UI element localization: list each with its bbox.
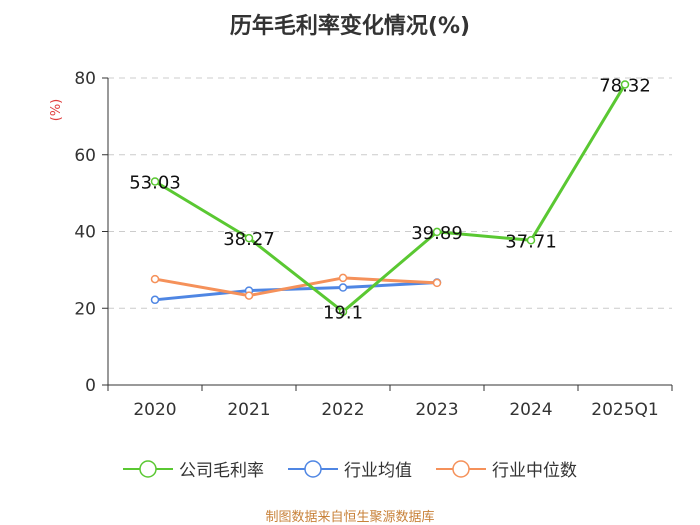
data-point	[432, 227, 442, 237]
legend-label: 公司毛利率	[179, 461, 264, 481]
data-point	[338, 307, 348, 316]
y-tick-label: 60	[74, 146, 96, 166]
legend-marker-icon	[436, 459, 486, 478]
data-label: 19.1	[323, 303, 363, 324]
data-label: 53.03	[129, 172, 181, 193]
data-point	[150, 274, 160, 284]
x-tick-label: 2020	[133, 400, 176, 420]
data-label: 37.71	[505, 231, 557, 252]
series-line-0	[154, 83, 627, 314]
data-point	[244, 291, 254, 300]
data-point	[620, 80, 630, 89]
data-point	[432, 278, 442, 288]
x-tick-label: 2023	[415, 400, 458, 420]
x-tick-label: 2022	[321, 400, 364, 420]
legend-item[interactable]: 行业中位数	[436, 456, 577, 481]
data-label: 39.89	[411, 223, 463, 244]
y-axis-label: (%)	[49, 99, 64, 122]
legend-item[interactable]: 公司毛利率	[123, 456, 264, 481]
y-tick-label: 40	[74, 223, 96, 243]
x-tick-label: 2025Q1	[591, 400, 658, 420]
data-labels: 53.03 38.27 19.1 39.89 37.71 78.32	[129, 75, 651, 323]
legend: 公司毛利率 行业均值 行业中位数	[0, 456, 700, 481]
axes: 0 20 40 60 80 2020 2021 2022 2023 2024 2025Q1	[74, 69, 673, 420]
legend-marker-icon	[288, 459, 338, 478]
legend-label: 行业均值	[344, 461, 412, 481]
series-line-2	[154, 276, 438, 298]
data-point	[526, 236, 536, 245]
x-tick-label: 2024	[509, 400, 552, 420]
y-tick-label: 0	[85, 376, 96, 396]
data-point	[338, 283, 348, 292]
legend-label: 行业中位数	[492, 461, 577, 481]
legend-item[interactable]: 行业均值	[288, 456, 412, 481]
chart-title: 历年毛利率变化情况(%)	[229, 14, 471, 39]
source-note: 制图数据来自恒生聚源数据库	[265, 510, 435, 525]
legend-marker-icon	[123, 459, 173, 478]
y-tick-label: 80	[74, 69, 96, 89]
series	[150, 80, 630, 316]
series-line-1	[154, 281, 438, 302]
data-point	[244, 233, 254, 243]
data-point	[150, 177, 160, 186]
data-point	[338, 273, 348, 283]
grid-lines	[108, 77, 672, 309]
data-label: 38.27	[223, 229, 275, 250]
y-tick-label: 20	[74, 299, 96, 319]
data-point	[150, 295, 160, 305]
data-label: 78.32	[599, 75, 651, 96]
x-tick-label: 2021	[227, 400, 270, 420]
